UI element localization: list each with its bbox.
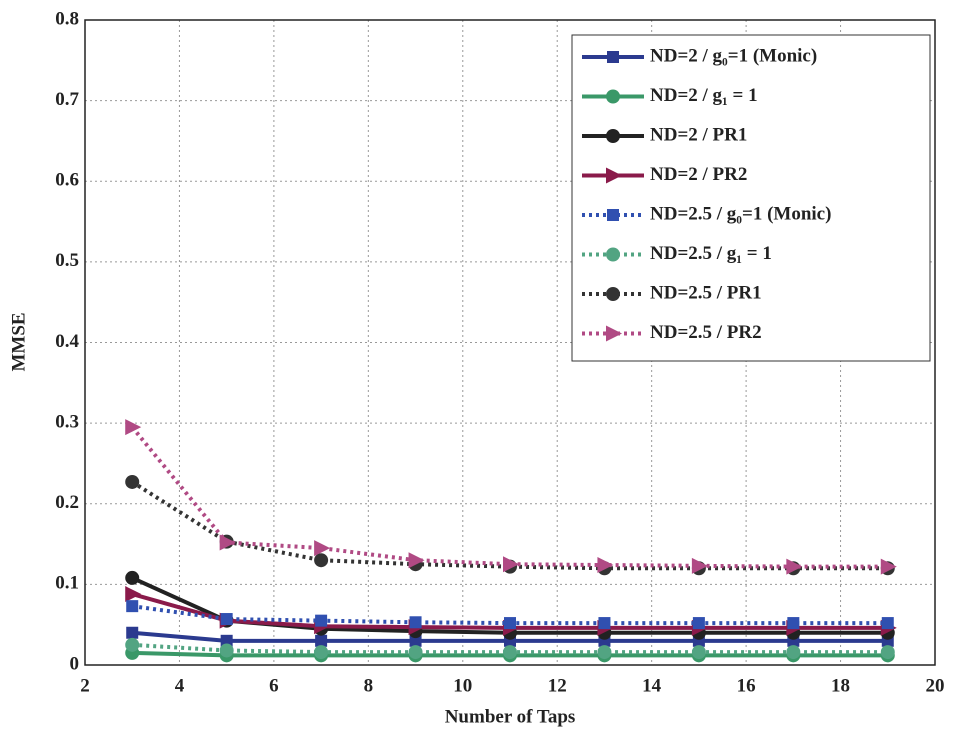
data-point: [315, 634, 328, 647]
data-point: [126, 600, 139, 613]
legend-marker: [606, 89, 620, 104]
legend-label: ND=2 / PR1: [650, 124, 747, 145]
legend-marker: [606, 325, 622, 342]
legend-label: ND=2 / g₀=1 (Monic): [650, 45, 817, 66]
data-point: [881, 617, 894, 630]
legend-marker: [606, 167, 622, 184]
data-point: [408, 552, 425, 569]
data-point: [409, 616, 422, 629]
series-line: [132, 642, 888, 655]
legend-label: ND=2 / PR2: [650, 164, 747, 185]
data-point: [125, 474, 140, 489]
data-point: [503, 645, 517, 660]
data-point: [597, 557, 614, 574]
data-point: [125, 419, 142, 436]
y-tick-label: 0.1: [55, 573, 79, 594]
data-point: [598, 617, 611, 630]
x-tick-label: 2: [80, 675, 90, 696]
data-point: [692, 617, 705, 630]
x-tick-label: 18: [831, 675, 850, 696]
y-tick-label: 0: [70, 653, 80, 674]
data-point: [880, 645, 895, 660]
data-point: [880, 558, 897, 575]
series-line: [131, 480, 888, 571]
x-tick-label: 14: [642, 675, 662, 696]
x-tick-label: 10: [453, 675, 472, 696]
legend-label: ND=2.5 / g₁ = 1: [650, 243, 772, 264]
data-point: [504, 617, 516, 630]
data-point: [409, 634, 422, 647]
legend-marker: [606, 287, 620, 301]
data-point: [314, 553, 329, 568]
y-tick-label: 0.4: [55, 331, 79, 352]
y-tick-label: 0.6: [55, 170, 79, 191]
plot-frame: [84, 19, 936, 666]
x-axis-label: Number of Taps: [445, 706, 576, 727]
data-point: [314, 540, 331, 557]
data-point: [315, 614, 328, 627]
legend-label: ND=2.5 / g₀=1 (Monic): [650, 203, 831, 224]
y-tick-label: 0.8: [55, 8, 79, 29]
legend-marker: [606, 247, 620, 262]
data-point: [126, 626, 139, 639]
legend-label: ND=2.5 / PR2: [650, 322, 762, 343]
y-tick-label: 0.5: [55, 250, 79, 271]
legend-marker: [607, 51, 619, 63]
data-point: [786, 645, 801, 660]
x-tick-label: 8: [364, 675, 374, 696]
data-point: [597, 645, 612, 660]
legend-label: ND=2 / g₁ = 1: [650, 85, 758, 106]
y-tick-label: 0.3: [55, 411, 79, 432]
y-tick-label: 0.2: [55, 492, 79, 513]
series-line: [130, 425, 888, 569]
data-point: [220, 613, 233, 626]
y-axis-label: MMSE: [8, 312, 29, 371]
x-tick-label: 4: [175, 675, 185, 696]
x-tick-label: 6: [269, 675, 279, 696]
data-point: [219, 643, 234, 658]
legend-label: ND=2.5 / PR1: [650, 282, 762, 303]
data-point: [314, 645, 329, 660]
legend-marker: [607, 209, 619, 221]
data-point: [691, 557, 708, 574]
data-point: [787, 617, 800, 630]
x-tick-label: 16: [737, 675, 756, 696]
data-point: [220, 634, 233, 647]
data-point: [125, 586, 142, 603]
legend-marker: [606, 129, 620, 143]
data-point: [219, 534, 236, 551]
y-tick-label: 0.7: [55, 89, 79, 110]
data-point: [691, 645, 706, 660]
legend-box: [571, 34, 931, 362]
data-point: [786, 558, 803, 575]
data-point: [503, 556, 519, 573]
x-tick-label: 12: [548, 675, 567, 696]
data-point: [125, 637, 140, 652]
x-tick-label: 20: [926, 675, 945, 696]
data-point: [125, 570, 140, 585]
data-point: [408, 645, 423, 660]
